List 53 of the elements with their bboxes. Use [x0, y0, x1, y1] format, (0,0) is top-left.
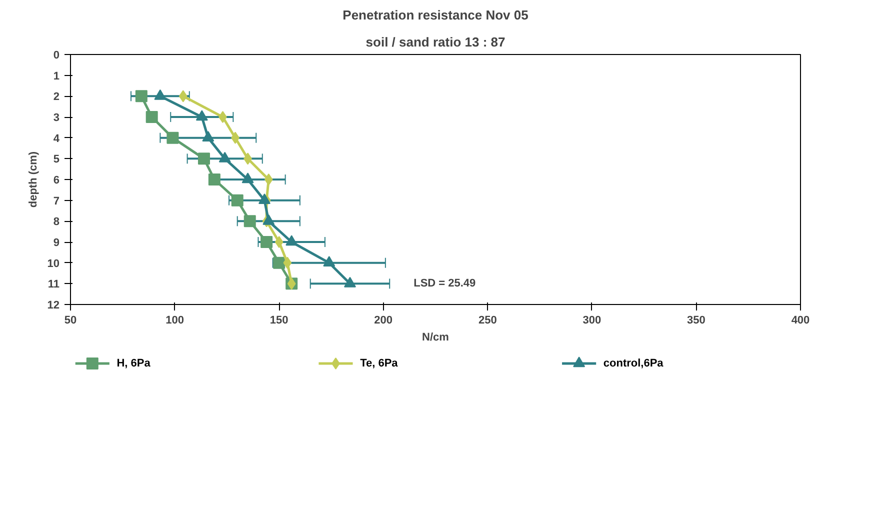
- point: [262, 214, 275, 225]
- point: [202, 130, 214, 142]
- point: [258, 193, 270, 204]
- x-tick-label: 350: [687, 314, 706, 326]
- x-tick-label: 150: [270, 314, 288, 326]
- y-tick-label: 4: [53, 132, 60, 145]
- legend-label: H, 6Pa: [116, 358, 152, 370]
- y-axis-title: depth (cm): [27, 151, 40, 208]
- y-tick-label: 9: [53, 237, 60, 249]
- x-tick-label: 200: [374, 314, 393, 326]
- point: [344, 276, 356, 288]
- point: [218, 111, 227, 123]
- legend-label: Te, 6Pa: [360, 358, 399, 370]
- point: [135, 90, 148, 102]
- point: [242, 172, 254, 184]
- point: [244, 215, 256, 228]
- y-tick-label: 1: [53, 70, 60, 82]
- y-tick-label: 5: [53, 154, 60, 166]
- y-tick-label: 12: [47, 300, 60, 312]
- point: [264, 174, 273, 186]
- point: [323, 256, 336, 267]
- point: [273, 256, 286, 269]
- point: [283, 256, 292, 269]
- point: [154, 89, 166, 100]
- y-tick-label: 6: [53, 174, 60, 186]
- point: [146, 111, 158, 123]
- chart-title: Penetration resistance Nov 05: [342, 8, 528, 22]
- point: [286, 235, 298, 246]
- point: [274, 236, 284, 248]
- y-tick-label: 0: [53, 50, 60, 62]
- point: [196, 110, 208, 121]
- annotation: LSD = 25.49: [414, 277, 476, 290]
- y-tick-label: 8: [53, 216, 60, 228]
- point: [218, 152, 231, 162]
- y-tick-label: 2: [53, 91, 60, 104]
- y-tick-label: 7: [53, 195, 60, 208]
- point: [178, 90, 188, 102]
- x-tick-label: 400: [791, 314, 810, 326]
- point: [166, 132, 179, 144]
- y-tick-label: 3: [53, 112, 60, 124]
- y-tick-label: 10: [47, 258, 60, 270]
- point: [231, 194, 244, 206]
- legend-label: control,6Pa: [603, 358, 664, 370]
- x-tick-label: 250: [478, 314, 497, 326]
- point: [260, 236, 273, 248]
- x-tick-label: 100: [166, 314, 184, 326]
- x-tick-label: 300: [582, 314, 602, 326]
- x-tick-label: 50: [64, 314, 77, 326]
- point: [198, 152, 210, 165]
- x-axis-title: N/cm: [422, 332, 450, 344]
- point: [208, 174, 220, 186]
- chart-subtitle: soil / sand ratio 13 : 87: [366, 34, 506, 50]
- y-tick-label: 11: [48, 278, 60, 291]
